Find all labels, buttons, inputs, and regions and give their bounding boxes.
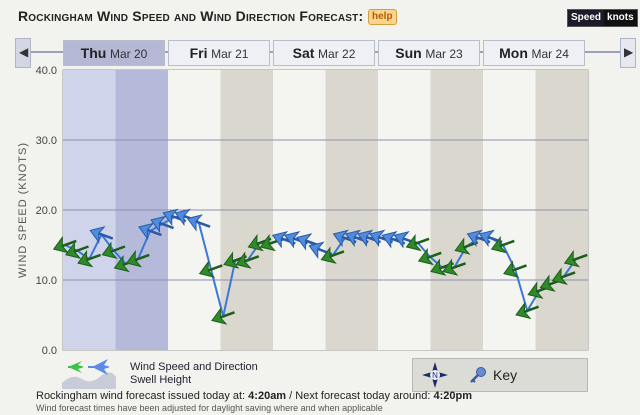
wind-arrow [198,260,223,278]
wind-arrow [490,235,515,254]
page-title: Rockingham Wind Speed and Wind Direction… [18,8,364,24]
tab-day-name: Thu [80,45,107,61]
next-day-button[interactable]: ▶ [620,38,636,68]
dst-note: Wind forecast times have been adjusted f… [36,403,383,413]
svg-text:N: N [432,371,438,380]
wind-arrow [320,246,345,264]
y-axis-label: WIND SPEED (KNOTS) [17,142,29,278]
y-tick-label: 10.0 [36,275,57,287]
wind-arrow [417,247,442,266]
tab-thu[interactable]: Thu Mar 20 [63,40,165,66]
y-tick-label: 20.0 [36,205,57,217]
wind-arrow [77,249,102,268]
chevron-left-icon: ◀ [19,45,29,59]
tab-day-date: Mar 24 [531,47,569,61]
wind-arrow [101,241,126,259]
wind-arrow [186,214,211,232]
tab-day-name: Sat [292,45,315,61]
unit-knots-button[interactable]: knots [604,10,637,26]
tab-day-name: Fri [189,45,208,61]
wind-arrow [503,260,527,278]
issued-prefix: Rockingham wind forecast issued today at… [36,390,249,402]
footer: Wind Speed and Direction Swell Height [0,355,640,415]
help-button[interactable]: help [368,9,397,25]
tab-day-date: Mar 20 [109,47,148,61]
wind-arrow [150,215,175,234]
prev-day-button[interactable]: ◀ [15,38,31,68]
tab-day-date: Mar 21 [211,47,249,61]
tab-mon[interactable]: Mon Mar 24 [483,40,585,66]
wind-arrow [442,258,467,276]
tab-fri[interactable]: Fri Mar 21 [168,40,270,66]
tab-day-date: Mar 23 [425,47,463,61]
legend-swell-label: Swell Height [130,374,192,386]
y-tick-label: 40.0 [36,65,57,77]
legend-icons [62,359,116,389]
tab-sat[interactable]: Sat Mar 22 [273,40,375,66]
wind-arrow [65,241,89,259]
key-label: Key [493,367,518,383]
y-tick-label: 30.0 [36,135,57,147]
wind-arrow [235,251,260,269]
tab-day-date: Mar 22 [318,47,356,61]
issued-line: Rockingham wind forecast issued today at… [36,390,472,402]
tab-sun[interactable]: Sun Mar 23 [378,40,480,66]
legend-wind-label: Wind Speed and Direction [130,361,258,373]
wind-arrow [515,301,540,320]
wind-arrow [211,307,235,325]
next-prefix: / Next forecast today around: [286,390,434,402]
wind-arrow [52,235,77,254]
next-time: 4:20pm [433,390,472,402]
swell-icon [62,372,116,389]
issued-time: 4:20am [248,390,287,402]
wind-arrow [405,233,430,252]
tab-day-name: Mon [499,45,528,61]
y-tick-label: 0.0 [42,345,57,356]
unit-toggle[interactable]: Speed knots [567,9,638,27]
wind-arrow [89,226,114,244]
key-button[interactable]: N Key [412,358,588,392]
wind-arrow [563,249,588,268]
tab-day-name: Sun [395,45,422,61]
chevron-right-icon: ▶ [624,45,634,59]
wind-arrow [551,267,576,285]
title-bar: Rockingham Wind Speed and Wind Direction… [0,0,640,34]
unit-label: Speed [568,10,605,26]
key-icon [470,367,486,383]
wind-arrow [125,249,150,268]
wind-chart: 0.0 10.0 20.0 30.0 40.0 WIND SPEED (KNOTS) [17,65,589,356]
compass-icon: N [422,362,448,388]
wind-arrow [138,222,162,241]
